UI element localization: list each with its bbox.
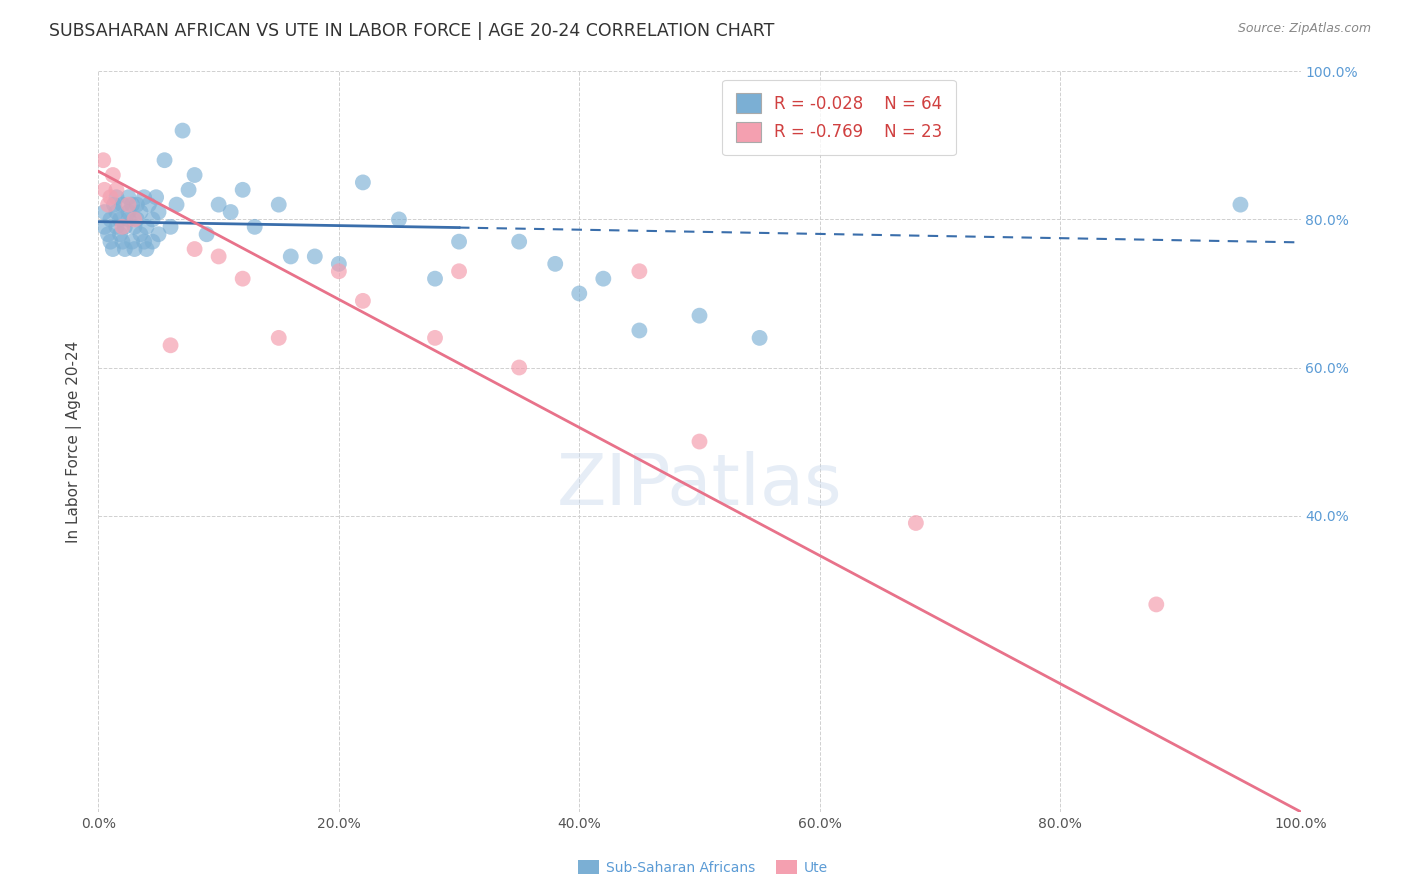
Text: SUBSAHARAN AFRICAN VS UTE IN LABOR FORCE | AGE 20-24 CORRELATION CHART: SUBSAHARAN AFRICAN VS UTE IN LABOR FORCE… bbox=[49, 22, 775, 40]
Point bbox=[628, 324, 651, 338]
Point bbox=[1229, 197, 1251, 211]
Point bbox=[117, 212, 139, 227]
Point bbox=[125, 212, 148, 227]
Point bbox=[219, 205, 242, 219]
Point bbox=[124, 219, 146, 234]
Point bbox=[689, 309, 711, 323]
Point bbox=[388, 212, 411, 227]
Point bbox=[97, 227, 120, 242]
Point bbox=[121, 235, 143, 249]
Point bbox=[208, 197, 231, 211]
Point bbox=[93, 205, 115, 219]
Point bbox=[183, 242, 205, 256]
Point bbox=[508, 360, 530, 375]
Point bbox=[105, 190, 128, 204]
Point bbox=[108, 212, 131, 227]
Point bbox=[100, 235, 122, 249]
Point bbox=[166, 197, 188, 211]
Point bbox=[172, 123, 194, 137]
Point bbox=[132, 190, 155, 204]
Point bbox=[568, 286, 591, 301]
Point bbox=[141, 212, 163, 227]
Point bbox=[105, 205, 128, 219]
Point bbox=[132, 235, 155, 249]
Y-axis label: In Labor Force | Age 20-24: In Labor Force | Age 20-24 bbox=[66, 341, 83, 542]
Point bbox=[148, 205, 170, 219]
Point bbox=[352, 175, 374, 190]
Point bbox=[93, 183, 115, 197]
Point bbox=[124, 242, 146, 256]
Point bbox=[232, 271, 254, 285]
Point bbox=[125, 197, 148, 211]
Point bbox=[328, 264, 350, 278]
Point bbox=[447, 235, 470, 249]
Legend: R = -0.028    N = 64, R = -0.769    N = 23: R = -0.028 N = 64, R = -0.769 N = 23 bbox=[723, 79, 956, 155]
Point bbox=[208, 250, 231, 264]
Point bbox=[135, 219, 157, 234]
Point bbox=[101, 242, 124, 256]
Point bbox=[689, 434, 711, 449]
Point bbox=[111, 219, 134, 234]
Point bbox=[111, 235, 134, 249]
Point bbox=[108, 227, 131, 242]
Point bbox=[101, 168, 124, 182]
Point bbox=[100, 190, 122, 204]
Point bbox=[628, 264, 651, 278]
Point bbox=[135, 242, 157, 256]
Point bbox=[267, 197, 290, 211]
Point bbox=[114, 219, 136, 234]
Point bbox=[183, 168, 205, 182]
Point bbox=[105, 219, 128, 234]
Point bbox=[145, 190, 167, 204]
Point bbox=[100, 212, 122, 227]
Point bbox=[352, 293, 374, 308]
Point bbox=[103, 197, 125, 211]
Point bbox=[124, 212, 146, 227]
Point bbox=[138, 197, 160, 211]
Point bbox=[544, 257, 567, 271]
Point bbox=[111, 197, 134, 211]
Point bbox=[97, 197, 120, 211]
Point bbox=[117, 205, 139, 219]
Point bbox=[148, 227, 170, 242]
Point bbox=[141, 235, 163, 249]
Point bbox=[423, 331, 446, 345]
Point bbox=[129, 205, 152, 219]
Point bbox=[232, 183, 254, 197]
Point bbox=[267, 331, 290, 345]
Point bbox=[423, 271, 446, 285]
Point bbox=[93, 219, 115, 234]
Point bbox=[195, 227, 218, 242]
Point bbox=[177, 183, 200, 197]
Point bbox=[328, 257, 350, 271]
Point bbox=[159, 338, 181, 352]
Point bbox=[1144, 598, 1167, 612]
Point bbox=[592, 271, 614, 285]
Point bbox=[447, 264, 470, 278]
Point bbox=[904, 516, 927, 530]
Point bbox=[153, 153, 176, 168]
Point bbox=[105, 183, 128, 197]
Point bbox=[129, 227, 152, 242]
Point bbox=[304, 250, 326, 264]
Point bbox=[748, 331, 770, 345]
Point bbox=[243, 219, 266, 234]
Legend: Sub-Saharan Africans, Ute: Sub-Saharan Africans, Ute bbox=[572, 855, 834, 880]
Point bbox=[114, 242, 136, 256]
Point bbox=[91, 153, 114, 168]
Text: ZIPatlas: ZIPatlas bbox=[557, 451, 842, 520]
Point bbox=[117, 197, 139, 211]
Point bbox=[121, 197, 143, 211]
Point bbox=[117, 190, 139, 204]
Point bbox=[280, 250, 302, 264]
Point bbox=[508, 235, 530, 249]
Text: Source: ZipAtlas.com: Source: ZipAtlas.com bbox=[1237, 22, 1371, 36]
Point bbox=[159, 219, 181, 234]
